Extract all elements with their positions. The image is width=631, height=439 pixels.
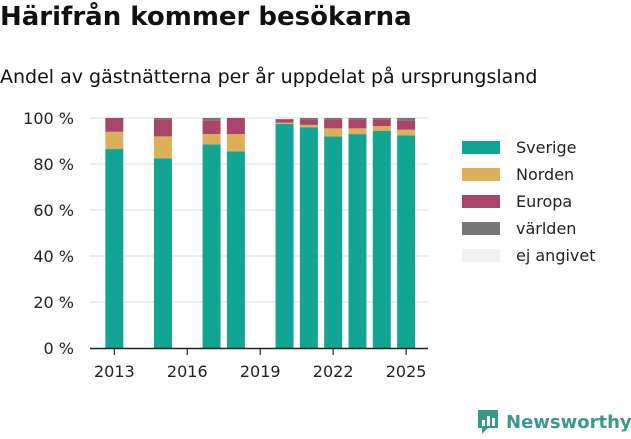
- legend-item: Sverige: [462, 134, 596, 161]
- bar-segment-sverige: [153, 158, 172, 348]
- bar-segment-europa: [397, 120, 416, 130]
- chart-subtitle: Andel av gästnätterna per år uppdelat på…: [0, 66, 538, 88]
- y-tick-label: 100 %: [23, 109, 74, 128]
- chart-legend: Sverige Norden Europa världen ej angivet: [462, 134, 596, 269]
- bar-segment-sverige: [348, 134, 367, 348]
- bar-segment-europa: [372, 119, 391, 127]
- bar-segment-europa: [202, 120, 221, 135]
- bar-segment-norden: [299, 124, 318, 128]
- legend-swatch: [462, 222, 500, 235]
- bar-segment-norden: [348, 128, 367, 135]
- bar-segment-världen: [153, 118, 172, 120]
- bar-segment-världen: [348, 118, 367, 120]
- bar-segment-norden: [105, 131, 124, 150]
- bar-segment-norden: [226, 134, 245, 152]
- bar-segment-norden: [372, 126, 391, 131]
- x-tick-label: 2025: [386, 362, 427, 381]
- x-tick-label: 2016: [167, 362, 208, 381]
- legend-label: världen: [516, 219, 577, 238]
- bar-segment-världen: [397, 118, 416, 121]
- bar-segment-norden: [202, 134, 221, 145]
- bar-segment-norden: [324, 128, 343, 137]
- legend-swatch: [462, 168, 500, 181]
- legend-label: Sverige: [516, 138, 577, 157]
- bar-segment-sverige: [202, 144, 221, 348]
- legend-item: Norden: [462, 161, 596, 188]
- newsworthy-logo-icon: [478, 410, 498, 434]
- bar-segment-sverige: [275, 123, 294, 348]
- bar-segment-norden: [275, 122, 294, 124]
- bar-segment-europa: [226, 118, 245, 135]
- bar-segment-europa: [105, 118, 124, 132]
- legend-swatch: [462, 249, 500, 262]
- x-tick-label: 2013: [94, 362, 135, 381]
- legend-item: världen: [462, 215, 596, 242]
- legend-item: ej angivet: [462, 242, 596, 269]
- x-tick-label: 2022: [313, 362, 354, 381]
- brand-name: Newsworthy: [506, 411, 631, 433]
- bar-segment-sverige: [324, 136, 343, 348]
- y-tick-label: 60 %: [33, 201, 74, 220]
- bar-segment-europa: [153, 119, 172, 137]
- bar-segment-europa: [348, 119, 367, 129]
- bar-segment-sverige: [372, 130, 391, 348]
- legend-label: Europa: [516, 192, 573, 211]
- y-tick-label: 0 %: [44, 339, 74, 358]
- legend-swatch: [462, 141, 500, 154]
- y-tick-label: 40 %: [33, 247, 74, 266]
- bar-segment-sverige: [226, 151, 245, 348]
- legend-swatch: [462, 195, 500, 208]
- bar-segment-världen: [324, 118, 343, 120]
- legend-label: ej angivet: [516, 246, 596, 265]
- bar-segment-världen: [299, 118, 318, 120]
- bar-segment-sverige: [105, 149, 124, 348]
- bar-segment-sverige: [397, 135, 416, 348]
- bar-segment-världen: [372, 118, 391, 120]
- bar-segment-europa: [324, 119, 343, 129]
- bar-segment-världen: [202, 118, 221, 121]
- y-tick-label: 80 %: [33, 155, 74, 174]
- bar-segment-norden: [153, 136, 172, 159]
- bar-segment-norden: [397, 129, 416, 136]
- y-tick-label: 20 %: [33, 293, 74, 312]
- bar-segment-europa: [299, 119, 318, 125]
- bar-segment-sverige: [299, 127, 318, 348]
- chart-title: Härifrån kommer besökarna: [0, 2, 412, 32]
- legend-label: Norden: [516, 165, 575, 184]
- legend-item: Europa: [462, 188, 596, 215]
- brand-logo: Newsworthy: [476, 408, 631, 436]
- x-tick-label: 2019: [240, 362, 281, 381]
- bar-segment-europa: [275, 119, 294, 123]
